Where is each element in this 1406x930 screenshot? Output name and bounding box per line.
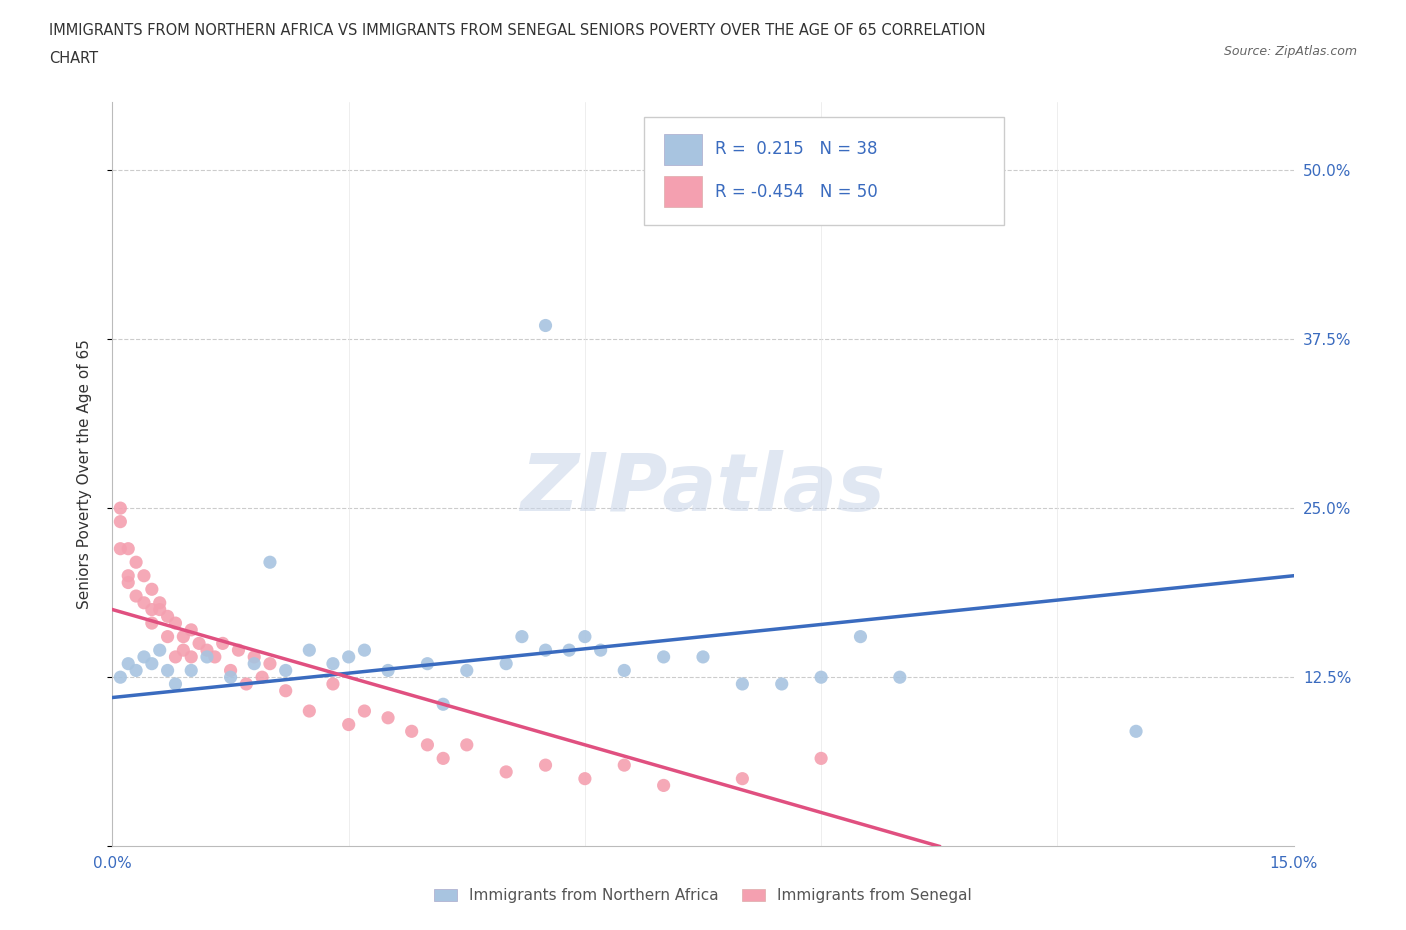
Point [731, 676, 754, 691]
Point [416, 737, 439, 752]
Point [149, 602, 172, 617]
Point [810, 751, 832, 765]
Point [274, 663, 297, 678]
Point [110, 514, 132, 529]
Point [889, 670, 911, 684]
Point [298, 643, 321, 658]
Legend: Immigrants from Northern Africa, Immigrants from Senegal: Immigrants from Northern Africa, Immigra… [427, 883, 979, 910]
Point [574, 630, 596, 644]
Point [180, 622, 202, 637]
Point [117, 575, 139, 590]
Point [1125, 724, 1147, 738]
Point [125, 589, 148, 604]
Point [172, 643, 194, 658]
Point [149, 595, 172, 610]
Point [125, 663, 148, 678]
Point [558, 643, 581, 658]
Point [165, 649, 187, 664]
Point [125, 555, 148, 570]
Text: CHART: CHART [49, 51, 98, 66]
Point [322, 676, 344, 691]
Point [810, 670, 832, 684]
Point [416, 657, 439, 671]
Point [141, 582, 163, 597]
Point [195, 643, 218, 658]
Point [110, 500, 132, 515]
Point [195, 649, 218, 664]
Point [337, 649, 360, 664]
Point [401, 724, 423, 738]
FancyBboxPatch shape [664, 176, 702, 207]
Point [180, 649, 202, 664]
Point [165, 676, 187, 691]
Point [652, 649, 675, 664]
Point [770, 676, 793, 691]
Point [377, 663, 399, 678]
Point [165, 616, 187, 631]
Point [495, 657, 517, 671]
Point [156, 609, 179, 624]
Point [156, 630, 179, 644]
Point [849, 630, 872, 644]
Point [243, 649, 266, 664]
Point [495, 764, 517, 779]
Text: ZIPatlas: ZIPatlas [520, 450, 886, 528]
Point [219, 663, 242, 678]
Point [613, 758, 636, 773]
Point [274, 684, 297, 698]
Point [589, 643, 612, 658]
Point [110, 670, 132, 684]
Point [534, 758, 557, 773]
Point [180, 663, 202, 678]
Point [377, 711, 399, 725]
Point [250, 670, 273, 684]
Point [322, 657, 344, 671]
Point [574, 771, 596, 786]
Point [432, 697, 454, 711]
Point [534, 643, 557, 658]
Text: R =  0.215   N = 38: R = 0.215 N = 38 [714, 140, 877, 158]
Point [353, 704, 375, 719]
Point [117, 568, 139, 583]
Point [456, 737, 478, 752]
Point [692, 649, 714, 664]
Point [731, 771, 754, 786]
Point [149, 643, 172, 658]
Point [298, 704, 321, 719]
Point [432, 751, 454, 765]
Point [188, 636, 211, 651]
Point [141, 657, 163, 671]
Text: R = -0.454   N = 50: R = -0.454 N = 50 [714, 182, 877, 201]
Point [141, 616, 163, 631]
Text: Source: ZipAtlas.com: Source: ZipAtlas.com [1223, 45, 1357, 58]
Point [211, 636, 233, 651]
Point [110, 541, 132, 556]
Point [259, 555, 281, 570]
Point [510, 630, 533, 644]
Point [219, 670, 242, 684]
Point [117, 657, 139, 671]
FancyBboxPatch shape [644, 117, 1004, 225]
Point [353, 643, 375, 658]
Point [613, 663, 636, 678]
Point [337, 717, 360, 732]
Point [243, 657, 266, 671]
Point [204, 649, 226, 664]
Point [172, 630, 194, 644]
Point [259, 657, 281, 671]
FancyBboxPatch shape [664, 134, 702, 165]
Point [652, 778, 675, 793]
Point [156, 663, 179, 678]
Point [141, 602, 163, 617]
Point [228, 643, 250, 658]
Point [534, 318, 557, 333]
Y-axis label: Seniors Poverty Over the Age of 65: Seniors Poverty Over the Age of 65 [77, 339, 91, 609]
Text: IMMIGRANTS FROM NORTHERN AFRICA VS IMMIGRANTS FROM SENEGAL SENIORS POVERTY OVER : IMMIGRANTS FROM NORTHERN AFRICA VS IMMIG… [49, 23, 986, 38]
Point [132, 595, 155, 610]
Point [235, 676, 257, 691]
Point [132, 568, 155, 583]
Point [132, 649, 155, 664]
Point [456, 663, 478, 678]
Point [117, 541, 139, 556]
